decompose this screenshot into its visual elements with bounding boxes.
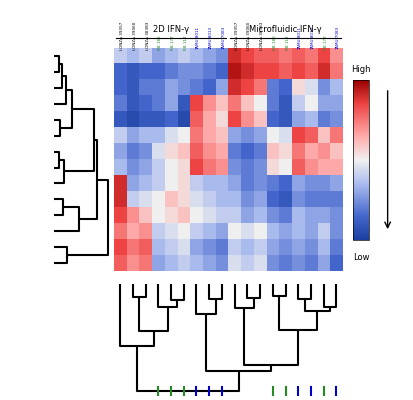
Text: LONZA 39357: LONZA 39357 <box>235 21 239 50</box>
Text: LONZA 39060: LONZA 39060 <box>133 21 137 50</box>
Text: High: High <box>351 65 371 74</box>
Text: TAMU 8013: TAMU 8013 <box>311 26 315 50</box>
Text: Microfluidic IFN-γ: Microfluidic IFN-γ <box>249 25 322 34</box>
Text: TAMU 8011: TAMU 8011 <box>197 26 200 50</box>
Text: 2D IFN-γ: 2D IFN-γ <box>153 25 189 34</box>
Text: RB 182: RB 182 <box>273 35 277 50</box>
Text: RB 114: RB 114 <box>184 35 188 50</box>
Text: TAMU 8013: TAMU 8013 <box>209 26 213 50</box>
Text: TAMU 7083: TAMU 7083 <box>337 26 340 50</box>
Text: TAMU 7083: TAMU 7083 <box>222 26 226 50</box>
Text: LONZA 39357: LONZA 39357 <box>120 21 124 50</box>
Text: TAMU 8011: TAMU 8011 <box>298 26 302 50</box>
Text: LONZA 39060: LONZA 39060 <box>247 21 252 50</box>
Text: RB 182: RB 182 <box>158 35 162 50</box>
Text: LONZA 38383: LONZA 38383 <box>146 21 150 50</box>
Text: RB 177: RB 177 <box>324 35 328 50</box>
Text: LONZA 38383: LONZA 38383 <box>260 21 264 50</box>
Text: RB 114: RB 114 <box>285 35 290 50</box>
Text: Low: Low <box>353 253 369 262</box>
Text: RB 177: RB 177 <box>171 35 175 50</box>
